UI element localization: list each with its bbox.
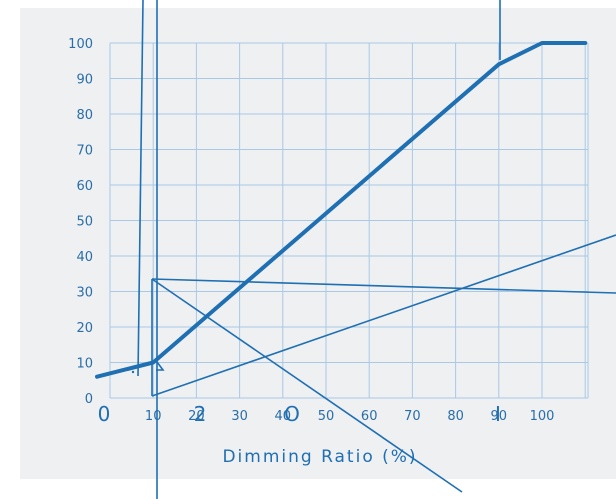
chart-panel — [20, 8, 616, 479]
annotation-dot — [131, 370, 135, 374]
y-tick-label: 30 — [76, 286, 93, 301]
x-tick-label: 100 — [530, 409, 555, 424]
y-tick-label: 70 — [76, 144, 93, 159]
y-tick-label: 10 — [76, 357, 93, 372]
x-tick-label: 50 — [318, 409, 335, 424]
x-tick-label: 40 — [275, 409, 292, 424]
x-axis-label: Dimming Ratio (%) — [222, 447, 417, 467]
stray-mark: 2 — [194, 402, 207, 426]
y-tick-label: 0 — [85, 392, 93, 407]
annotation-stroke — [137, 0, 144, 377]
y-tick-label: 20 — [76, 321, 93, 336]
x-tick-label: 90 — [491, 409, 508, 424]
annotation-stroke — [151, 278, 616, 294]
x-tick-label: 60 — [361, 409, 378, 424]
annotation-stroke — [151, 278, 463, 493]
y-tick-label: 40 — [76, 250, 93, 265]
y-tick-label: 80 — [76, 108, 93, 123]
x-tick-label: 20 — [188, 409, 205, 424]
stray-mark: 0 — [98, 402, 111, 426]
y-tick-label: 50 — [76, 215, 93, 230]
annotation-stroke — [156, 361, 165, 371]
stray-mark: O — [284, 402, 300, 426]
x-tick-label: 30 — [231, 409, 248, 424]
x-tick-label: 80 — [447, 409, 464, 424]
x-tick-label: 70 — [404, 409, 421, 424]
stray-mark: I — [495, 402, 501, 426]
annotation-stroke — [151, 234, 616, 397]
y-tick-label: 100 — [68, 37, 93, 52]
y-tick-label: 60 — [76, 179, 93, 194]
x-tick-label: 10 — [145, 409, 162, 424]
y-tick-label: 90 — [76, 73, 93, 88]
